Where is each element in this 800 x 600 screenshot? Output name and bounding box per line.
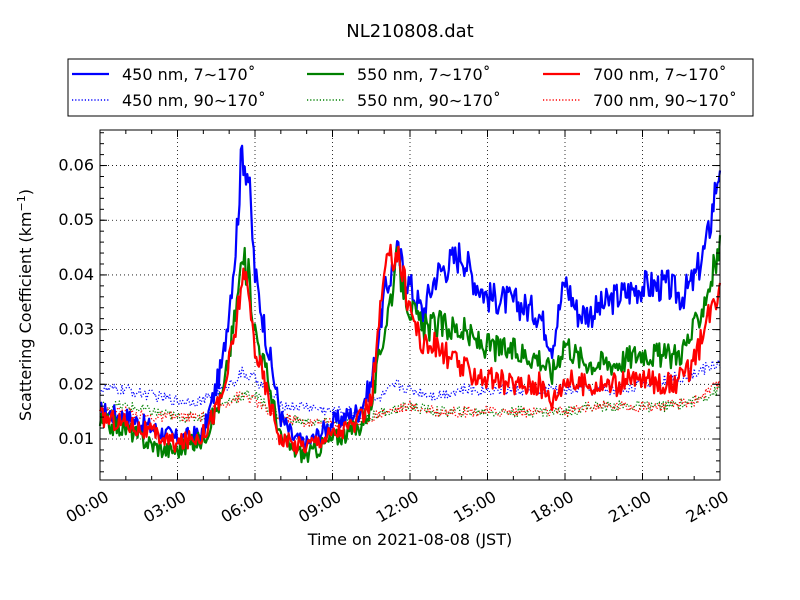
- x-tick-label: 06:00: [218, 487, 267, 527]
- y-tick-label: 0.03: [58, 320, 94, 339]
- y-tick-label: 0.05: [58, 210, 94, 229]
- series-line-450-nm-90-170: [99, 359, 721, 418]
- y-tick-label: 0.04: [58, 265, 94, 284]
- legend-label-550-nm-90-170: 550 nm, 90∼170˚: [357, 91, 501, 110]
- series-line-700-nm-7-170: [98, 243, 722, 455]
- legend: 450 nm, 7∼170˚ 450 nm, 90∼170˚ 550 nm, 7∼1…: [67, 58, 754, 117]
- y-axis-label-end: ): [16, 189, 35, 195]
- series-line-700-nm-90-170: [99, 380, 721, 429]
- y-tick-label: 0.02: [58, 374, 94, 393]
- x-tick-label: 03:00: [140, 487, 189, 527]
- y-axis-label-sup: −1: [15, 195, 28, 211]
- legend-label-700-nm-90-170: 700 nm, 90∼170˚: [593, 91, 737, 110]
- x-tick-label: 00:00: [63, 487, 112, 527]
- series-layer: [98, 144, 722, 464]
- x-tick-label: 09:00: [295, 487, 344, 527]
- x-tick-label: 18:00: [528, 487, 577, 527]
- x-axis-label: Time on 2021-08-08 (JST): [307, 530, 512, 549]
- x-tick-label: 21:00: [605, 487, 654, 527]
- legend-label-550-nm-7-170: 550 nm, 7∼170˚: [357, 65, 491, 84]
- y-tick-label: 0.06: [58, 156, 94, 175]
- series-line-550-nm-7-170: [98, 235, 722, 464]
- axis-ticks: 00:00 03:00 06:00 09:00 12:00 15:00 18:00 21:00…: [58, 130, 732, 527]
- legend-label-450-nm-7-170: 450 nm, 7∼170˚: [122, 65, 256, 84]
- chart-title: NL210808.dat: [346, 21, 473, 42]
- legend-box: [67, 58, 754, 117]
- y-axis-label: Scattering Coefficient (km−1): [15, 189, 35, 421]
- y-axis-label-main: Scattering Coefficient (km: [16, 211, 35, 421]
- legend-label-450-nm-90-170: 450 nm, 90∼170˚: [122, 91, 266, 110]
- legend-label-700-nm-7-170: 700 nm, 7∼170˚: [593, 65, 727, 84]
- x-tick-label: 12:00: [373, 487, 422, 527]
- y-tick-label: 0.01: [58, 429, 94, 448]
- x-tick-label: 24:00: [683, 487, 732, 527]
- x-tick-label: 15:00: [450, 487, 499, 527]
- series-line-550-nm-90-170: [99, 385, 721, 428]
